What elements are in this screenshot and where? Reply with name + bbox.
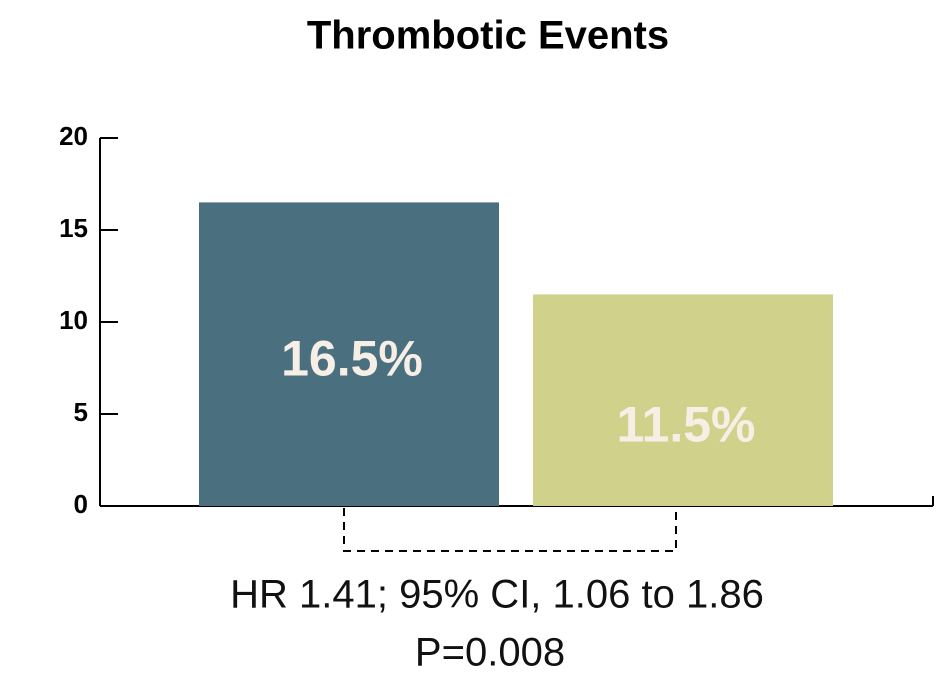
annotation: HR 1.41; 95% CI, 1.06 to 1.86 xyxy=(230,573,764,617)
y-tick-label: 0 xyxy=(74,489,88,519)
bar xyxy=(533,294,833,506)
chart-title: Thrombotic Events xyxy=(307,14,669,58)
annotation: P=0.008 xyxy=(415,631,565,675)
bar xyxy=(199,202,499,506)
value-label: 11.5% xyxy=(616,396,755,452)
comparison-bracket xyxy=(343,508,677,552)
y-tick-label: 15 xyxy=(59,213,88,243)
y-tick-label: 10 xyxy=(59,305,88,335)
y-tick-label: 20 xyxy=(59,121,88,151)
y-tick-label: 5 xyxy=(74,397,88,427)
value-label: 16.5% xyxy=(281,330,423,386)
